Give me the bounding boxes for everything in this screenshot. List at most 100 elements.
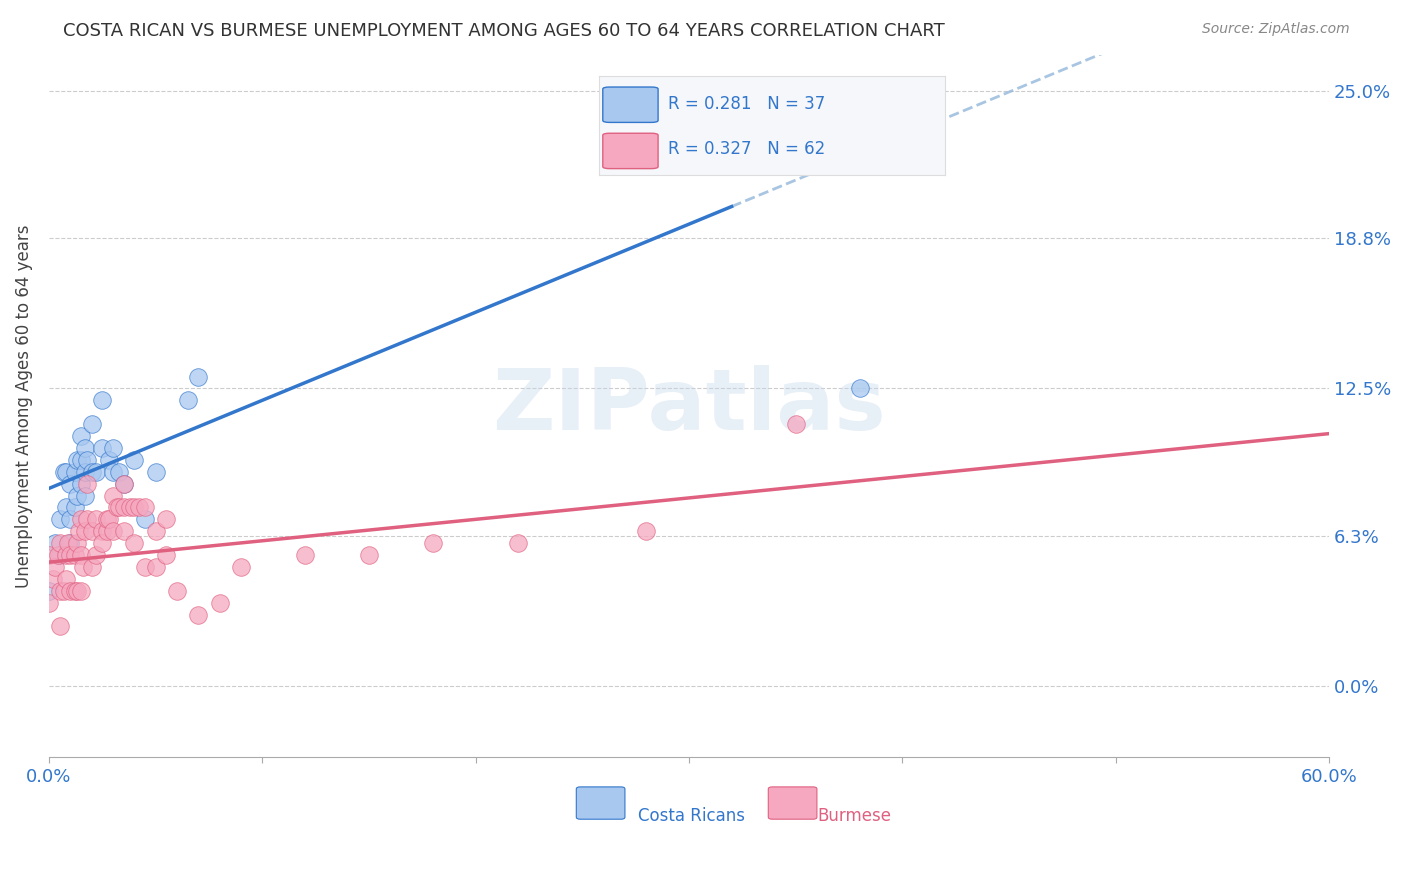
Point xyxy=(70,429,93,443)
Point xyxy=(63,500,86,515)
Point xyxy=(52,465,75,479)
Text: Burmese: Burmese xyxy=(817,806,891,824)
Point xyxy=(294,548,316,562)
Y-axis label: Unemployment Among Ages 60 to 64 years: Unemployment Among Ages 60 to 64 years xyxy=(15,225,32,588)
FancyBboxPatch shape xyxy=(768,787,817,819)
Point xyxy=(59,512,82,526)
Point xyxy=(46,548,69,562)
Point xyxy=(84,512,107,526)
Point xyxy=(48,536,70,550)
Point xyxy=(70,476,93,491)
Text: Source: ZipAtlas.com: Source: ZipAtlas.com xyxy=(1202,22,1350,37)
Point xyxy=(66,453,89,467)
FancyBboxPatch shape xyxy=(576,787,624,819)
Point xyxy=(97,453,120,467)
Point xyxy=(155,512,177,526)
Point xyxy=(59,536,82,550)
Point xyxy=(59,548,82,562)
Point xyxy=(80,524,103,539)
Point xyxy=(101,465,124,479)
Point xyxy=(134,560,156,574)
Point xyxy=(124,500,146,515)
Point xyxy=(80,560,103,574)
Point xyxy=(208,596,231,610)
Point xyxy=(187,369,209,384)
Point xyxy=(48,619,70,633)
Point xyxy=(91,536,114,550)
Point xyxy=(91,393,114,408)
Point xyxy=(187,607,209,622)
Point xyxy=(155,548,177,562)
Point xyxy=(134,500,156,515)
Point xyxy=(70,548,93,562)
Point xyxy=(108,500,131,515)
Point xyxy=(166,583,188,598)
Point xyxy=(76,453,98,467)
Point xyxy=(55,548,77,562)
Point xyxy=(145,465,167,479)
Point xyxy=(84,548,107,562)
Point xyxy=(80,417,103,431)
Point xyxy=(75,441,97,455)
Point xyxy=(108,465,131,479)
Point xyxy=(112,476,135,491)
Text: COSTA RICAN VS BURMESE UNEMPLOYMENT AMONG AGES 60 TO 64 YEARS CORRELATION CHART: COSTA RICAN VS BURMESE UNEMPLOYMENT AMON… xyxy=(63,22,945,40)
Point xyxy=(124,536,146,550)
Point xyxy=(75,489,97,503)
Point xyxy=(52,583,75,598)
Point xyxy=(66,489,89,503)
Point xyxy=(422,536,444,550)
Point xyxy=(75,524,97,539)
Point xyxy=(66,536,89,550)
Point xyxy=(176,393,198,408)
Text: Costa Ricans: Costa Ricans xyxy=(638,806,745,824)
Point xyxy=(59,476,82,491)
Point xyxy=(76,476,98,491)
Point xyxy=(96,524,118,539)
Point xyxy=(63,583,86,598)
Point xyxy=(128,500,150,515)
Point xyxy=(38,583,60,598)
Point xyxy=(72,560,94,574)
Point xyxy=(357,548,380,562)
Point xyxy=(848,381,870,395)
Point xyxy=(55,465,77,479)
Point xyxy=(48,512,70,526)
Point xyxy=(145,560,167,574)
Point xyxy=(63,465,86,479)
Point xyxy=(48,548,70,562)
Point xyxy=(44,536,66,550)
Point xyxy=(118,500,141,515)
Point xyxy=(112,476,135,491)
Point xyxy=(75,465,97,479)
Point xyxy=(59,583,82,598)
Point xyxy=(63,548,86,562)
Point xyxy=(38,596,60,610)
Text: ZIPatlas: ZIPatlas xyxy=(492,365,886,448)
Point xyxy=(76,512,98,526)
Point xyxy=(124,453,146,467)
Point xyxy=(101,524,124,539)
Point xyxy=(48,583,70,598)
Point xyxy=(55,500,77,515)
Point xyxy=(80,465,103,479)
Point xyxy=(101,489,124,503)
Point xyxy=(70,453,93,467)
Point xyxy=(70,583,93,598)
Point xyxy=(91,441,114,455)
Point xyxy=(636,524,658,539)
Point xyxy=(145,524,167,539)
Point xyxy=(91,524,114,539)
Point xyxy=(97,512,120,526)
Point xyxy=(38,548,60,562)
Point xyxy=(42,572,65,586)
Point xyxy=(44,560,66,574)
Point xyxy=(96,512,118,526)
Point xyxy=(785,417,807,431)
Point xyxy=(56,536,79,550)
Point xyxy=(67,524,90,539)
Point xyxy=(105,500,128,515)
Point xyxy=(112,524,135,539)
Point xyxy=(66,583,89,598)
Point xyxy=(508,536,530,550)
